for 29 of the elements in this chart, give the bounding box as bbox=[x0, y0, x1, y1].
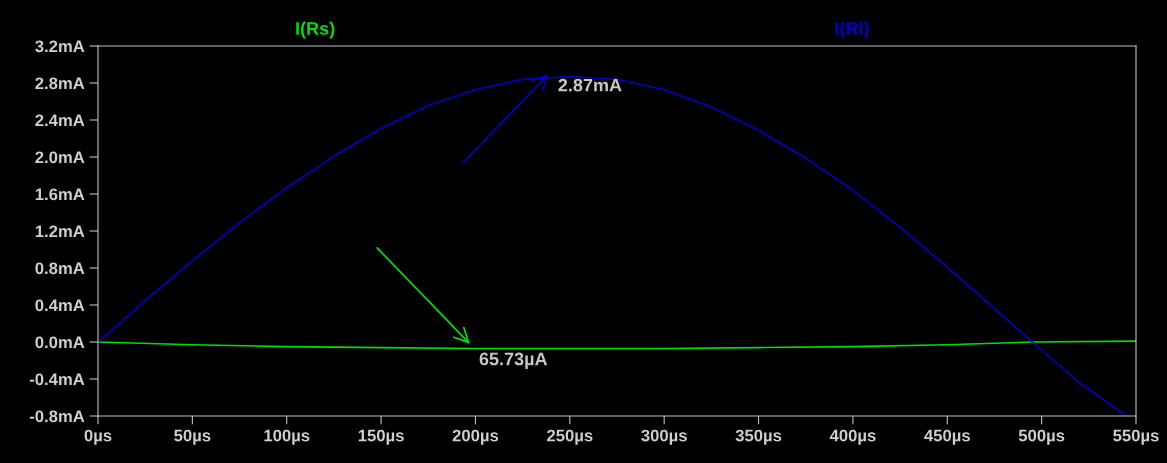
x-tick-label: 50µs bbox=[174, 429, 211, 445]
y-tick-label: -0.4mA bbox=[29, 373, 85, 386]
x-tick-label: 300µs bbox=[641, 429, 687, 445]
text: I(Rs) bbox=[296, 21, 335, 39]
annotation: 65.73µA bbox=[479, 352, 548, 369]
x-tick-label: 450µs bbox=[924, 429, 970, 445]
y-tick-label: 1.6mA bbox=[35, 188, 85, 201]
line-series bbox=[98, 340, 1136, 350]
line-series bbox=[98, 75, 1128, 416]
x-tick-label: 100µs bbox=[264, 429, 310, 445]
y-tick-label: 0.0mA bbox=[35, 336, 85, 349]
y-tick-label: 2.0mA bbox=[35, 151, 85, 164]
x-tick-label: 150µs bbox=[358, 429, 404, 445]
annotation: 2.87mA bbox=[558, 78, 622, 92]
x-tick-label: 250µs bbox=[547, 429, 593, 445]
x-tick-label: 200µs bbox=[452, 429, 499, 445]
y-tick-label: 0.8mA bbox=[35, 262, 85, 275]
y-tick-label: 3.2mA bbox=[35, 40, 85, 53]
y-tick-label: 0.4mA bbox=[35, 299, 85, 312]
text: I(Rl) bbox=[835, 21, 869, 39]
y-tick-label: -0.8mA bbox=[29, 410, 85, 423]
y-tick-label: 1.2mA bbox=[35, 225, 85, 238]
x-tick-label: 350µs bbox=[735, 429, 782, 445]
x-tick-label: 500µs bbox=[1018, 429, 1065, 445]
x-tick-label: 0µs bbox=[84, 429, 112, 445]
y-tick-label: 2.8mA bbox=[35, 77, 85, 90]
x-tick-label: 400µs bbox=[829, 429, 876, 445]
y-tick-label: 2.4mA bbox=[35, 114, 85, 127]
x-tick-label: 550µs bbox=[1113, 429, 1159, 445]
